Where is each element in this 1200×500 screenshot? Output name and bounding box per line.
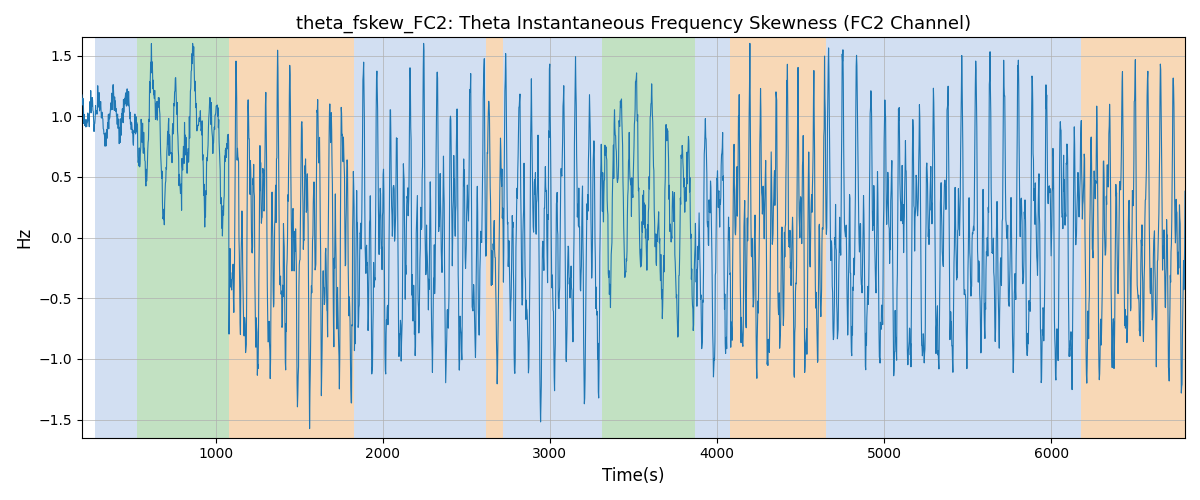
Bar: [503, 38, 601, 438]
Bar: [731, 38, 826, 438]
Bar: [137, 38, 229, 438]
Bar: [826, 38, 1081, 438]
X-axis label: Time(s): Time(s): [602, 467, 665, 485]
Bar: [95, 38, 137, 438]
Bar: [695, 38, 731, 438]
Bar: [1081, 38, 1186, 438]
Bar: [601, 38, 695, 438]
Bar: [486, 38, 503, 438]
Bar: [354, 38, 486, 438]
Y-axis label: Hz: Hz: [14, 227, 32, 248]
Title: theta_fskew_FC2: Theta Instantaneous Frequency Skewness (FC2 Channel): theta_fskew_FC2: Theta Instantaneous Fre…: [296, 15, 971, 34]
Bar: [229, 38, 354, 438]
